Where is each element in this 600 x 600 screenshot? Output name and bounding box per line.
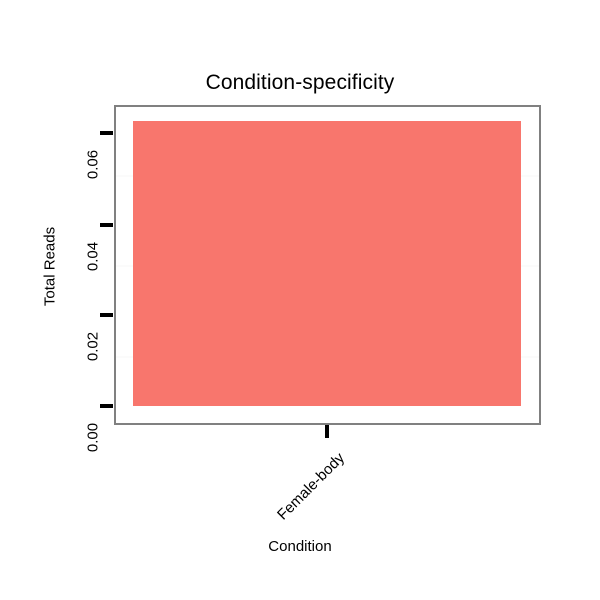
- y-tick-mark-0.04: [100, 223, 113, 227]
- x-tick-label-female-body: Female-body: [274, 449, 349, 524]
- plot-panel: [114, 105, 541, 425]
- y-axis-title: Total Reads: [41, 226, 59, 307]
- panel-inner: [116, 107, 539, 423]
- bar-female-body: [133, 121, 521, 406]
- y-tick-mark-0.02: [100, 313, 113, 317]
- y-tick-mark-0.06: [100, 131, 113, 135]
- y-tick-mark-0.00: [100, 404, 113, 408]
- x-tick-mark-female-body: [325, 425, 329, 438]
- y-tick-label-0.04: 0.04: [84, 241, 102, 272]
- y-tick-label-0.06: 0.06: [84, 149, 102, 180]
- chart-title: Condition-specificity: [205, 71, 395, 94]
- y-tick-label-0.02: 0.02: [84, 331, 102, 362]
- x-axis-title: Condition: [268, 538, 332, 555]
- y-tick-label-0.00: 0.00: [84, 422, 102, 453]
